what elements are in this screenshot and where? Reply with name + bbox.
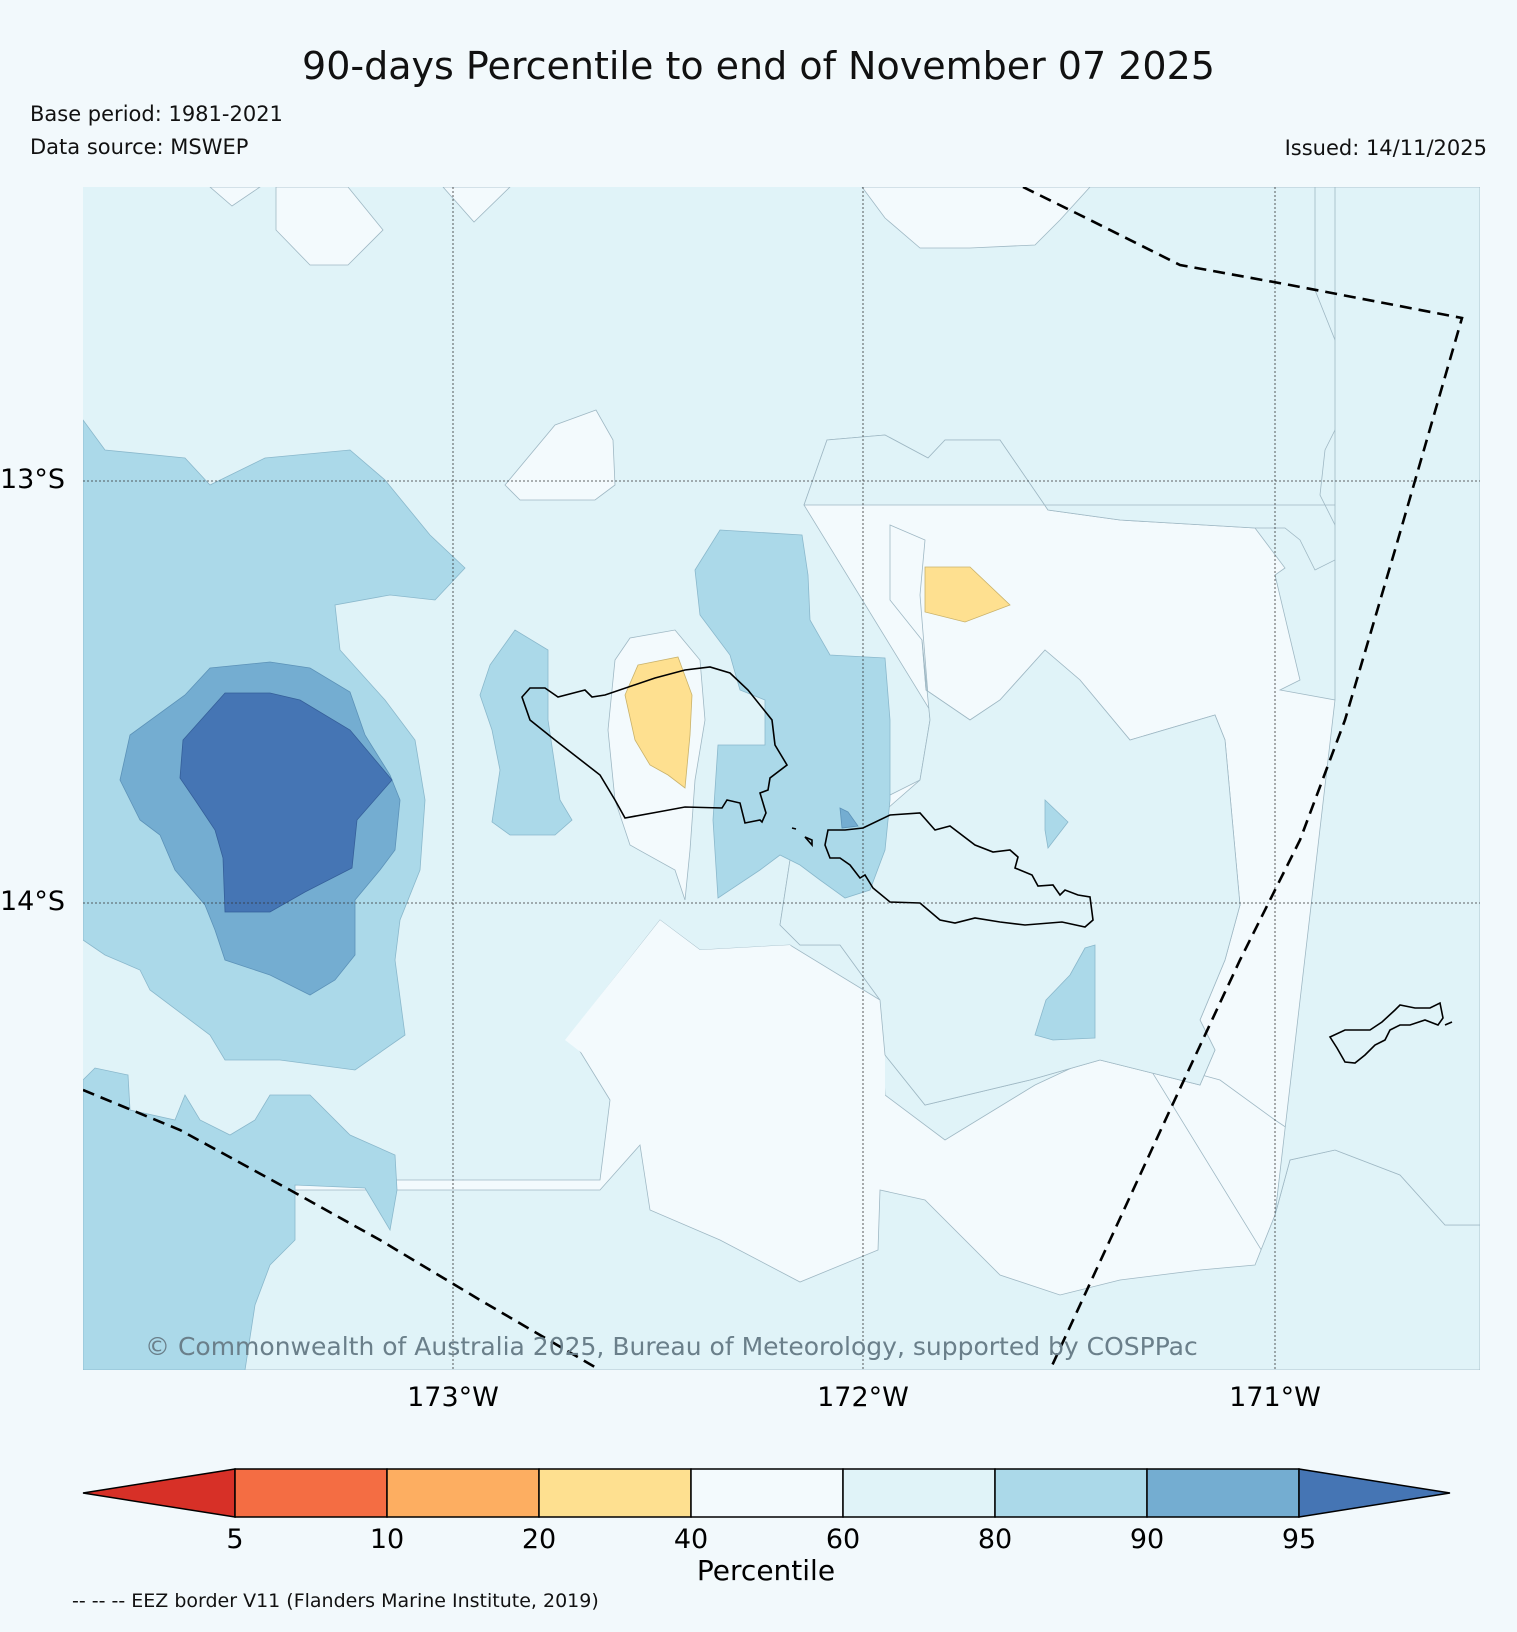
lon-label-173w: 173°W	[407, 1382, 499, 1413]
base-period: Base period: 1981-2021	[30, 102, 283, 126]
data-source: Data source: MSWEP	[30, 135, 249, 159]
colorbar-tick-10: 10	[370, 1524, 404, 1555]
coastlines	[521, 666, 1453, 1064]
colorbar-tick-80: 80	[978, 1524, 1012, 1555]
colorbar: 5 10 20 40 60 80 90 95 Percentile	[82, 1468, 1451, 1587]
tutuila-island	[1328, 1001, 1444, 1064]
percentile-map: © Commonwealth of Australia 2025, Bureau…	[83, 187, 1480, 1370]
apolima-manono	[804, 836, 813, 848]
colorbar-tick-5: 5	[226, 1524, 243, 1555]
colorbar-segment-80-90	[994, 1468, 1148, 1518]
colorbar-tick-20: 20	[522, 1524, 556, 1555]
band-95-plus	[179, 692, 393, 913]
colorbar-tick-95: 95	[1282, 1524, 1316, 1555]
islet	[791, 827, 797, 830]
lon-label-171w: 171°W	[1229, 1382, 1321, 1413]
eez-border	[83, 187, 1464, 1370]
lat-label-13s: 13°S	[0, 464, 65, 495]
colorbar-segment-60-80	[842, 1468, 996, 1518]
map-title: 90-days Percentile to end of November 07…	[302, 44, 1215, 88]
eez-border-note: -- -- -- EEZ border V11 (Flanders Marine…	[72, 1590, 599, 1612]
colorbar-segment-90-95	[1146, 1468, 1300, 1518]
colorbar-tick-90: 90	[1130, 1524, 1164, 1555]
colorbar-segment-lt5	[82, 1468, 236, 1518]
colorbar-segment-40-60	[690, 1468, 844, 1518]
colorbar-segment-20-40	[538, 1468, 692, 1518]
graticule	[83, 187, 1480, 1370]
band-60-80	[83, 187, 1480, 1370]
lat-label-14s: 14°S	[0, 886, 65, 917]
savaii-island	[521, 666, 789, 824]
colorbar-segment-gt95	[1298, 1468, 1451, 1518]
lon-label-172w: 172°W	[817, 1382, 909, 1413]
band-80-90	[83, 419, 1096, 1370]
colorbar-segment-10-20	[386, 1468, 540, 1518]
issued-date: Issued: 14/11/2025	[1284, 136, 1487, 160]
copyright-watermark: © Commonwealth of Australia 2025, Bureau…	[145, 1332, 1198, 1361]
band-20-40	[624, 566, 1011, 789]
colorbar-tick-40: 40	[674, 1524, 708, 1555]
colorbar-segment-5-10	[234, 1468, 388, 1518]
colorbar-label: Percentile	[697, 1554, 835, 1587]
upolu-island	[824, 812, 1094, 928]
colorbar-tick-60: 60	[826, 1524, 860, 1555]
aunuu-island	[1444, 1021, 1453, 1026]
